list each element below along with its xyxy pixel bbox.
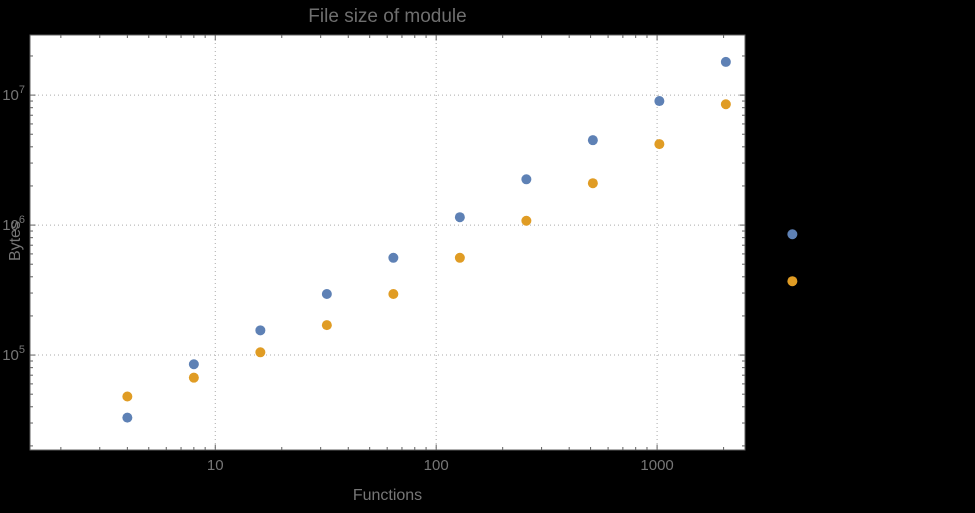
plot-area (30, 35, 745, 450)
data-point-series-orange (720, 99, 731, 110)
x-tick-label: 1000 (640, 457, 673, 474)
data-point-series-orange (188, 372, 199, 383)
data-point-series-blue (787, 229, 798, 240)
data-point-series-orange (122, 391, 133, 402)
data-point-series-orange (587, 178, 598, 189)
data-point-series-blue (122, 412, 133, 423)
data-point-series-orange (654, 139, 665, 150)
data-point-series-orange (454, 252, 465, 263)
data-point-series-orange (787, 276, 798, 287)
data-point-series-orange (521, 215, 532, 226)
x-tick-label: 100 (424, 457, 449, 474)
data-point-series-orange (388, 288, 399, 299)
data-point-series-orange (255, 347, 266, 358)
data-point-series-blue (454, 212, 465, 223)
x-axis-label: Functions (352, 487, 423, 504)
data-point-series-blue (720, 56, 731, 67)
data-point-series-blue (521, 174, 532, 185)
data-point-series-blue (587, 135, 598, 146)
plot-frame (29, 34, 746, 451)
data-point-series-orange (321, 320, 332, 331)
data-point-series-blue (654, 96, 665, 107)
y-tick-label: 107 (2, 84, 25, 104)
data-point-series-blue (321, 288, 332, 299)
data-point-series-blue (388, 252, 399, 263)
x-tick-label: 10 (207, 457, 224, 474)
data-point-series-blue (188, 359, 199, 370)
data-point-series-blue (255, 325, 266, 336)
y-tick-label: 106 (2, 214, 25, 234)
chart-title: File size of module (308, 6, 467, 27)
y-tick-label: 105 (2, 344, 25, 364)
